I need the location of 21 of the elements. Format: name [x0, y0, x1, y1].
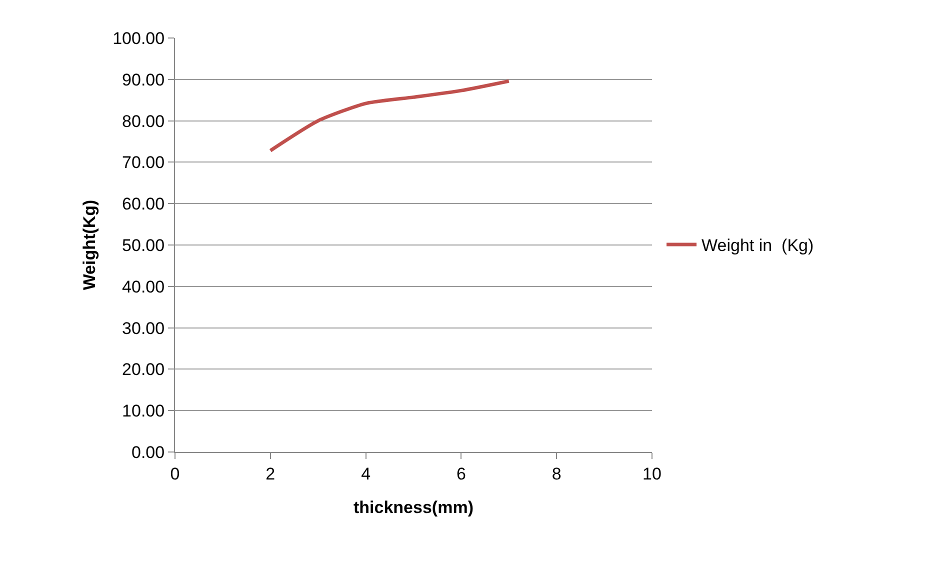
- y-tick-label: 90.00: [122, 70, 165, 90]
- y-tick-label: 20.00: [122, 360, 165, 380]
- x-tick-label: 2: [266, 464, 276, 484]
- y-axis-title: Weight(Kg): [80, 200, 100, 290]
- y-tick-label: 70.00: [122, 153, 165, 172]
- x-tick-label: 6: [456, 464, 466, 484]
- y-tick-label: 60.00: [122, 194, 165, 214]
- y-tick-label: 80.00: [122, 112, 165, 131]
- legend-label: Weight in (Kg): [702, 236, 814, 256]
- y-tick-label: 0.00: [132, 442, 165, 462]
- y-tick-label: 50.00: [122, 236, 165, 255]
- line-series: [268, 79, 511, 152]
- x-axis-title: thickness(mm): [354, 498, 474, 517]
- x-tick-label: 10: [642, 464, 662, 484]
- x-tick-label: 8: [552, 464, 562, 484]
- x-tick-label: 4: [361, 464, 371, 484]
- y-tick-label: 40.00: [122, 277, 165, 296]
- x-tick-label: 0: [170, 464, 180, 484]
- y-tick-label: 30.00: [122, 318, 165, 338]
- y-tick-label: 10.00: [122, 402, 165, 421]
- y-tick-label: 100.00: [112, 28, 165, 48]
